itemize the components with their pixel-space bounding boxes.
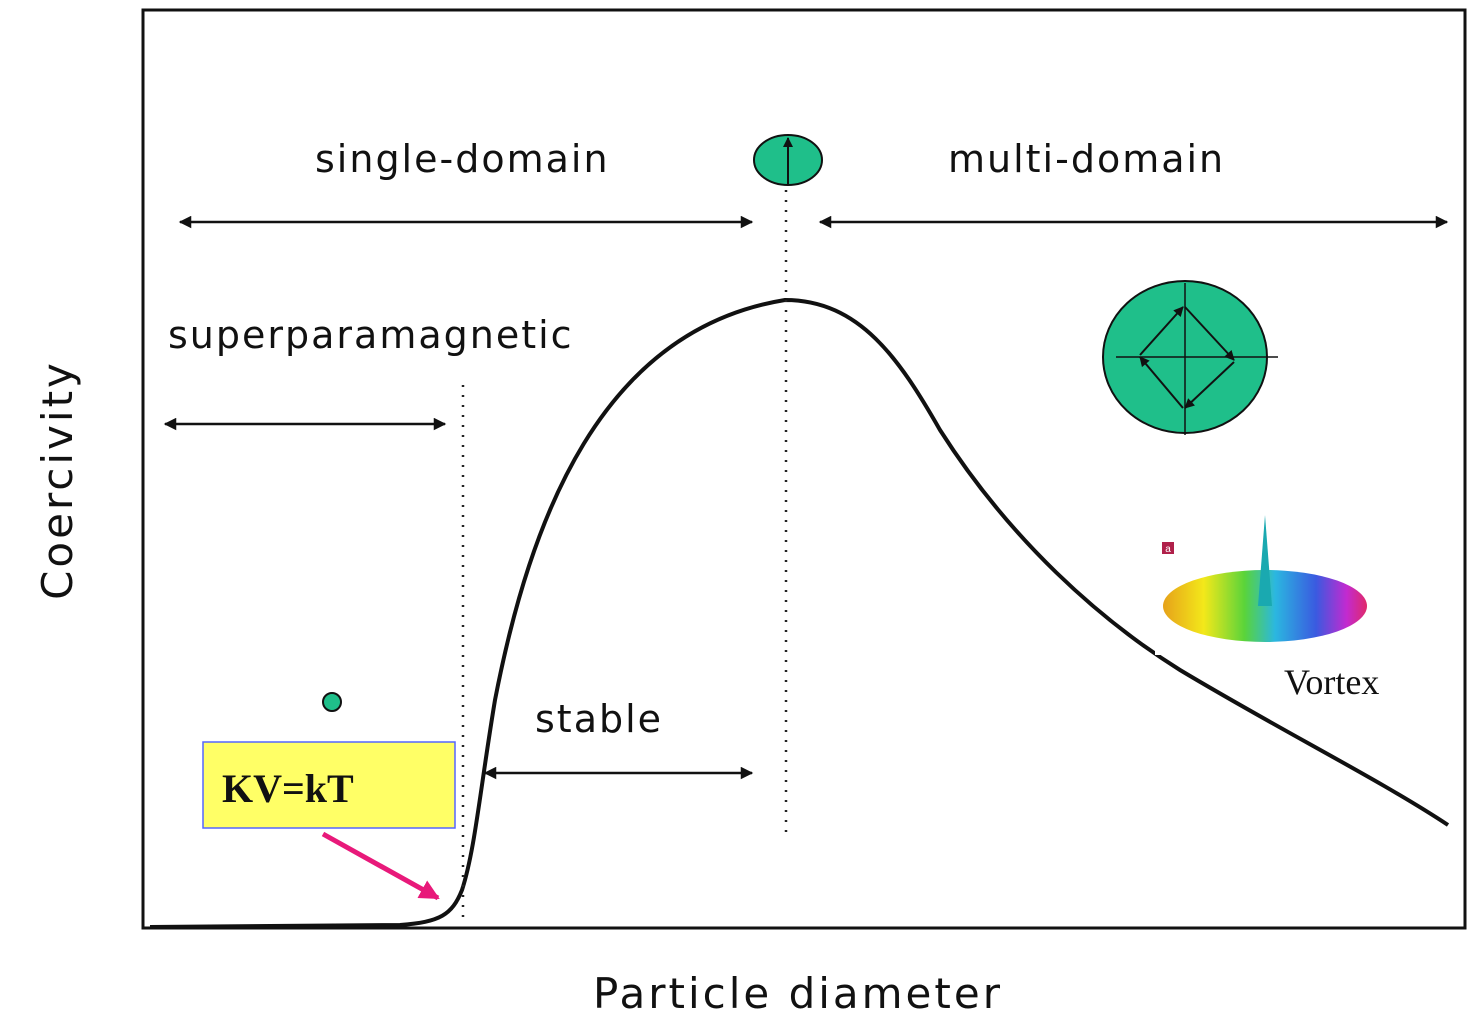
equation: KV=kT [222, 766, 354, 811]
coercivity-curve [149, 297, 1450, 929]
label: single-domain [315, 137, 610, 181]
panel-label: a [1165, 544, 1171, 555]
frame [141, 8, 1467, 930]
label: superparamagnetic [168, 313, 574, 357]
label: multi-domain [948, 137, 1225, 181]
label: stable [535, 697, 663, 741]
particle-icon [322, 692, 342, 712]
multi-domain-icon [1102, 280, 1278, 435]
label: Vortex [1284, 662, 1379, 702]
single-domain-icon [753, 134, 823, 186]
pointer-arrow [321, 831, 440, 901]
equation-box [202, 741, 456, 829]
x-axis-label: Particle diameter [593, 969, 1003, 1018]
vortex-image: a [1155, 515, 1380, 655]
y-axis-label: Coercivity [33, 360, 82, 600]
